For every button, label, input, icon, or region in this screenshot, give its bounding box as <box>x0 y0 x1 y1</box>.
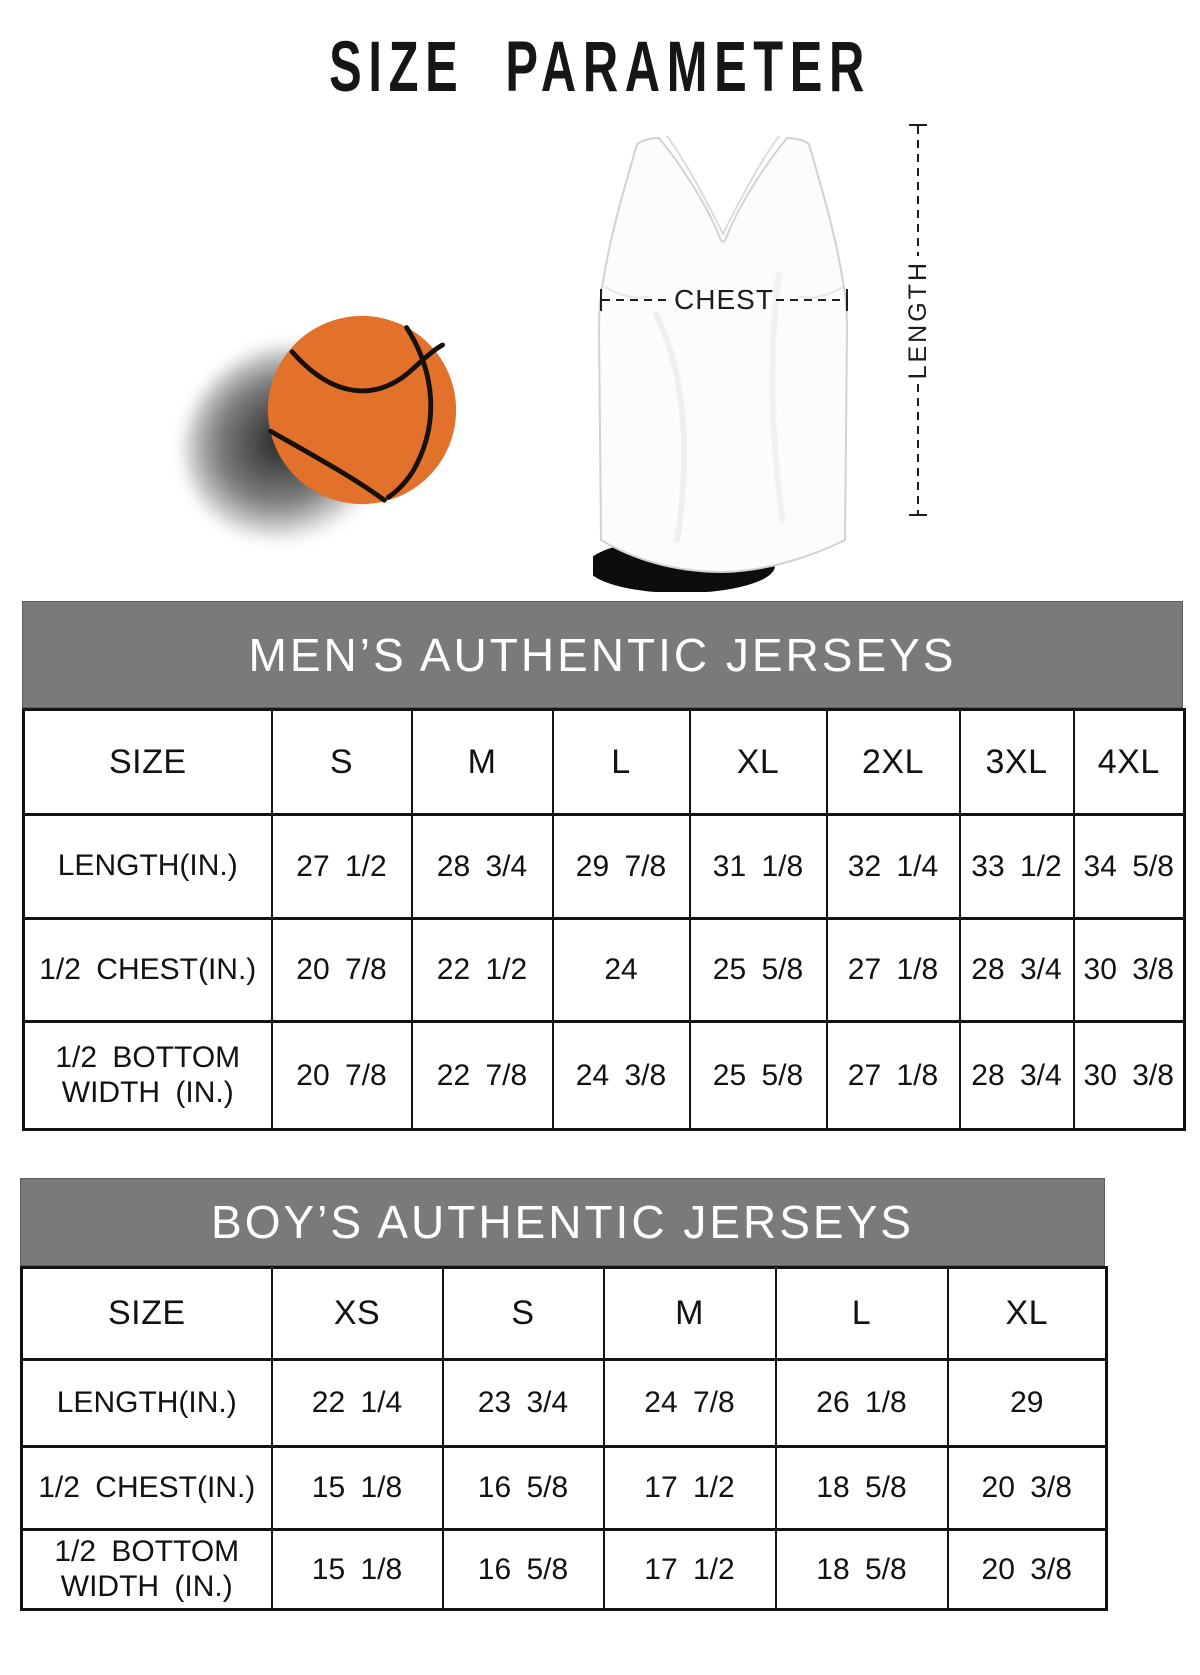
length-dashed-line-bottom <box>917 383 919 514</box>
table-cell: 16 5/8 <box>441 1528 605 1611</box>
table-cell: 26 1/8 <box>774 1358 949 1448</box>
boys-col-m: M <box>602 1266 777 1361</box>
table-cell: 24 3/8 <box>551 1020 691 1131</box>
mens-chest-row: 1/2 CHEST(IN.) 20 7/8 22 1/2 24 25 5/8 2… <box>22 917 1186 1023</box>
table-cell: 29 7/8 <box>551 813 691 920</box>
page-title: SIZE PARAMETER <box>329 26 871 106</box>
table-cell: 24 7/8 <box>602 1358 777 1448</box>
table-cell: 28 3/4 <box>958 917 1075 1023</box>
boys-length-row: LENGTH(IN.) 22 1/4 23 3/4 24 7/8 26 1/8 … <box>20 1358 1108 1448</box>
mens-col-xl: XL <box>688 708 828 816</box>
mens-table-title: MEN’S AUTHENTIC JERSEYS <box>248 628 957 681</box>
table-cell: 22 1/4 <box>270 1358 444 1448</box>
table-cell: 25 5/8 <box>688 1020 828 1131</box>
table-cell: 17 1/2 <box>602 1528 777 1611</box>
boys-col-xl: XL <box>946 1266 1108 1361</box>
mens-col-s: S <box>270 708 413 816</box>
mens-col-m: M <box>410 708 554 816</box>
length-label: LENGTH <box>903 260 932 380</box>
chest-tick-right <box>846 289 848 311</box>
mens-table-title-band: MEN’S AUTHENTIC JERSEYS <box>22 601 1183 708</box>
row-label: 1/2 BOTTOM WIDTH (IN.) <box>22 1020 273 1131</box>
boys-chest-row: 1/2 CHEST(IN.) 15 1/8 16 5/8 17 1/2 18 5… <box>20 1445 1108 1531</box>
table-cell: 28 3/4 <box>958 1020 1075 1131</box>
row-label: LENGTH(IN.) <box>20 1358 273 1448</box>
mens-size-header: SIZE <box>22 708 273 816</box>
table-cell: 22 7/8 <box>410 1020 554 1131</box>
table-cell: 23 3/4 <box>441 1358 605 1448</box>
row-label: LENGTH(IN.) <box>22 813 273 920</box>
table-cell: 20 3/8 <box>946 1445 1108 1531</box>
table-cell: 30 3/8 <box>1072 1020 1186 1131</box>
row-label: 1/2 CHEST(IN.) <box>20 1445 273 1531</box>
table-cell: 27 1/8 <box>825 917 961 1023</box>
chest-measure-line: CHEST <box>600 284 848 315</box>
table-cell: 16 5/8 <box>441 1445 605 1531</box>
boys-table-title-band: BOY’S AUTHENTIC JERSEYS <box>20 1178 1105 1266</box>
boys-size-table: SIZE XS S M L XL LENGTH(IN.) 22 1/4 23 3… <box>20 1266 1108 1611</box>
table-cell: 22 1/2 <box>410 917 554 1023</box>
mens-length-row: LENGTH(IN.) 27 1/2 28 3/4 29 7/8 31 1/8 … <box>22 813 1186 920</box>
table-cell: 20 7/8 <box>270 917 413 1023</box>
mens-header-row: SIZE S M L XL 2XL 3XL 4XL <box>22 708 1186 816</box>
table-cell: 20 3/8 <box>946 1528 1108 1611</box>
boys-bottom-width-row: 1/2 BOTTOM WIDTH (IN.) 15 1/8 16 5/8 17 … <box>20 1528 1108 1611</box>
table-cell: 18 5/8 <box>774 1528 949 1611</box>
table-cell: 20 7/8 <box>270 1020 413 1131</box>
row-label: 1/2 BOTTOM WIDTH (IN.) <box>20 1528 273 1611</box>
table-cell: 29 <box>946 1358 1108 1448</box>
size-diagram: CHEST LENGTH <box>0 110 1200 592</box>
chest-tick-left <box>600 289 602 311</box>
basketball-icon <box>267 315 457 505</box>
table-cell: 18 5/8 <box>774 1445 949 1531</box>
mens-col-l: L <box>551 708 691 816</box>
length-measure-line: LENGTH <box>899 124 937 516</box>
mens-col-3xl: 3XL <box>958 708 1075 816</box>
page-title-wrap: SIZE PARAMETER <box>0 26 1200 106</box>
table-cell: 24 <box>551 917 691 1023</box>
table-cell: 32 1/4 <box>825 813 961 920</box>
chest-dashed-line-right <box>775 299 846 301</box>
length-tick-top <box>909 124 927 126</box>
mens-col-4xl: 4XL <box>1072 708 1186 816</box>
table-cell: 34 5/8 <box>1072 813 1186 920</box>
table-cell: 17 1/2 <box>602 1445 777 1531</box>
boys-col-l: L <box>774 1266 949 1361</box>
table-cell: 33 1/2 <box>958 813 1075 920</box>
table-cell: 27 1/2 <box>270 813 413 920</box>
length-dashed-line-top <box>917 126 919 257</box>
table-cell: 27 1/8 <box>825 1020 961 1131</box>
table-cell: 25 5/8 <box>688 917 828 1023</box>
table-cell: 15 1/8 <box>270 1445 444 1531</box>
table-cell: 31 1/8 <box>688 813 828 920</box>
length-tick-bottom <box>909 514 927 516</box>
table-cell: 30 3/8 <box>1072 917 1186 1023</box>
mens-col-2xl: 2XL <box>825 708 961 816</box>
chest-label: CHEST <box>674 284 774 315</box>
boys-size-header: SIZE <box>20 1266 273 1361</box>
jersey-image <box>593 135 849 592</box>
mens-size-table: SIZE S M L XL 2XL 3XL 4XL LENGTH(IN.) 27… <box>22 708 1186 1131</box>
mens-bottom-width-row: 1/2 BOTTOM WIDTH (IN.) 20 7/8 22 7/8 24 … <box>22 1020 1186 1131</box>
table-cell: 28 3/4 <box>410 813 554 920</box>
row-label: 1/2 CHEST(IN.) <box>22 917 273 1023</box>
boys-col-xs: XS <box>270 1266 444 1361</box>
boys-header-row: SIZE XS S M L XL <box>20 1266 1108 1361</box>
boys-col-s: S <box>441 1266 605 1361</box>
boys-table-title: BOY’S AUTHENTIC JERSEYS <box>211 1196 914 1248</box>
table-cell: 15 1/8 <box>270 1528 444 1611</box>
chest-dashed-line-left <box>602 299 673 301</box>
